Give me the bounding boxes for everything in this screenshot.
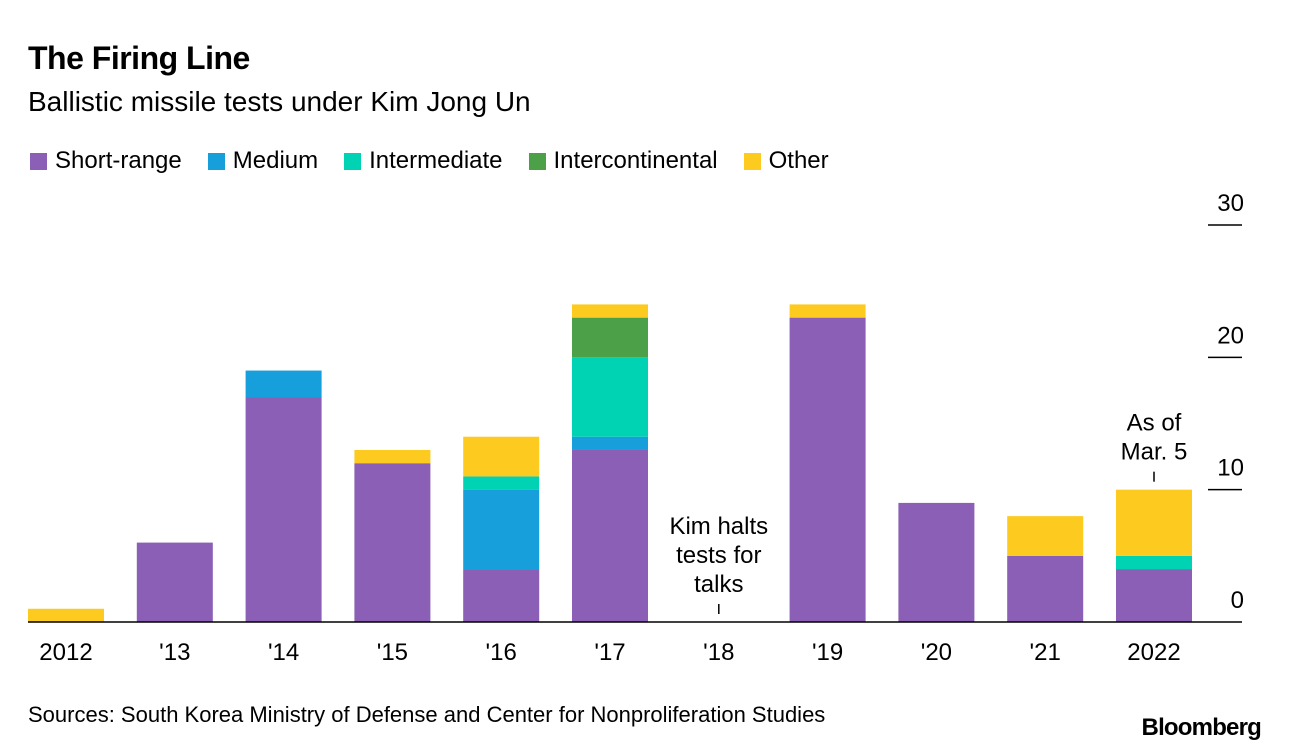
bar-segment-short-range — [354, 463, 431, 622]
bar-segment-medium — [245, 370, 322, 398]
legend-label-intercontinental: Intercontinental — [553, 147, 718, 174]
legend-item-intercontinental: Intercontinental — [528, 147, 718, 175]
legend: Short-range Medium Intermediate Intercon… — [30, 147, 855, 175]
bar-segment-short-range — [136, 542, 213, 622]
bar-segment-other — [572, 304, 648, 318]
bar-segment-short-range — [789, 317, 866, 622]
legend-swatch-intermediate — [344, 152, 362, 170]
bar-segment-medium — [572, 436, 648, 450]
x-tick-label: '15 — [377, 639, 408, 666]
y-tick-label: 10 — [1217, 455, 1244, 482]
x-tick-label: '14 — [268, 639, 299, 666]
legend-item-short-range: Short-range — [30, 147, 182, 175]
y-tick-label: 20 — [1217, 322, 1244, 349]
x-tick-label: 2022 — [1127, 639, 1180, 666]
legend-swatch-short-range — [30, 152, 47, 170]
chart-title: The Firing Line — [28, 40, 250, 76]
x-tick-label: '16 — [486, 639, 517, 666]
source-note: Sources: South Korea Ministry of Defense… — [28, 702, 826, 727]
legend-item-intermediate: Intermediate — [344, 147, 503, 175]
bar-segment-short-range — [1116, 569, 1192, 622]
annotation-text: talks — [694, 571, 743, 598]
bar-segment-short-range — [572, 449, 648, 622]
x-tick-label: 2012 — [39, 639, 92, 666]
x-tick-label: '17 — [594, 639, 625, 666]
legend-item-other: Other — [743, 147, 829, 175]
y-tick-label: 30 — [1217, 190, 1244, 217]
bar-segment-medium — [463, 489, 540, 570]
bar-segment-short-range — [463, 569, 540, 622]
x-tick-label: '18 — [703, 639, 734, 666]
bar-segment-intermediate — [463, 476, 540, 490]
bar-segment-other — [1007, 516, 1084, 556]
bar-segment-other — [1116, 489, 1192, 556]
legend-swatch-intercontinental — [528, 152, 546, 170]
legend-swatch-other — [743, 152, 761, 170]
bar-segment-short-range — [245, 397, 322, 622]
x-tick-label: '20 — [921, 639, 952, 666]
y-tick-label: 0 — [1231, 587, 1244, 614]
x-tick-label: '13 — [159, 639, 190, 666]
bar-segment-intercontinental — [572, 317, 648, 358]
bar-segment-short-range — [898, 502, 975, 622]
annotation-text: tests for — [676, 542, 761, 569]
annotation-text: As of — [1127, 410, 1182, 437]
x-tick-label: '21 — [1030, 639, 1061, 666]
bar-segment-other — [28, 608, 104, 622]
legend-item-medium: Medium — [207, 147, 319, 175]
legend-label-intermediate: Intermediate — [369, 147, 503, 174]
annotation-text: Kim halts — [669, 513, 768, 540]
bar-segment-short-range — [1007, 555, 1084, 622]
x-tick-label: '19 — [812, 639, 843, 666]
legend-label-medium: Medium — [232, 147, 319, 174]
bloomberg-logo: Bloomberg — [1141, 714, 1262, 741]
bar-segment-other — [789, 304, 866, 318]
legend-swatch-medium — [207, 152, 225, 170]
bar-segment-intermediate — [1116, 555, 1192, 570]
legend-label-short-range: Short-range — [55, 147, 182, 174]
chart-subtitle: Ballistic missile tests under Kim Jong U… — [28, 86, 531, 117]
bar-segment-other — [463, 436, 540, 477]
bar-segment-other — [354, 449, 431, 464]
legend-label-other: Other — [768, 147, 829, 174]
bar-segment-intermediate — [572, 357, 648, 437]
annotation-text: Mar. 5 — [1121, 439, 1188, 466]
